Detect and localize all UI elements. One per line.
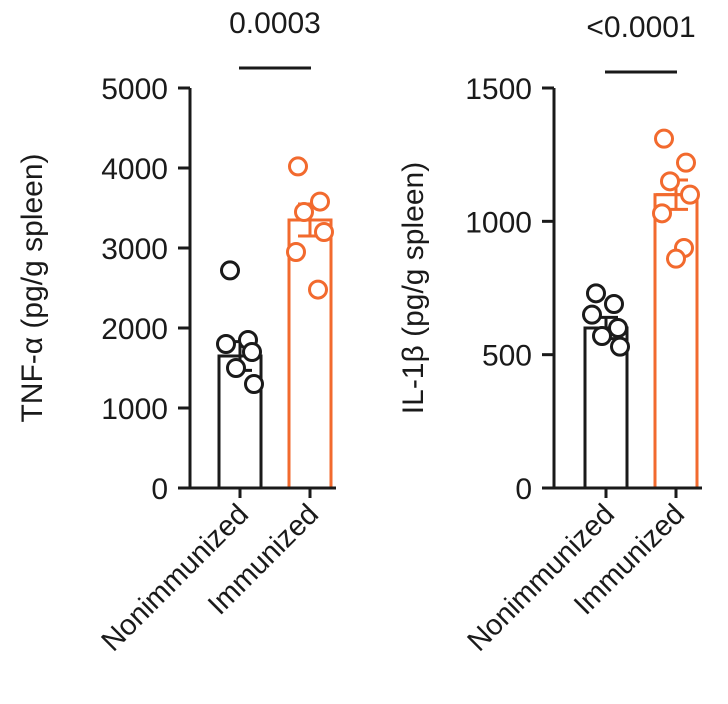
y-tick-label: 1000 — [465, 206, 532, 239]
data-point — [666, 248, 686, 269]
data-point — [676, 152, 696, 173]
data-point — [582, 304, 602, 325]
y-tick-label: 2000 — [101, 313, 168, 346]
y-tick-label: 0 — [515, 473, 532, 506]
y-tick-label: 3000 — [101, 233, 168, 266]
data-point — [586, 283, 606, 304]
p-value-label: <0.0001 — [586, 11, 695, 44]
y-tick-label: 1500 — [465, 73, 532, 106]
data-point — [592, 326, 612, 346]
data-point — [288, 156, 308, 177]
data-point — [652, 203, 672, 224]
chart-panel-1: 0 1000 2000 3000 4000 5000 TNF-α (pg/g spleen)… — [16, 7, 336, 658]
y-axis-label: IL-1β (pg/g spleen) — [397, 162, 430, 414]
data-point — [608, 318, 628, 338]
y-tick-label: 4000 — [101, 153, 168, 186]
data-point — [242, 342, 262, 362]
data-point — [216, 334, 236, 354]
data-point — [604, 294, 624, 314]
data-point — [680, 184, 700, 205]
y-tick-label: 5000 — [101, 73, 168, 106]
data-point — [294, 202, 314, 222]
data-point — [244, 374, 264, 394]
data-point — [310, 191, 330, 212]
y-tick-label: 1000 — [101, 393, 168, 426]
p-value-label: 0.0003 — [229, 7, 321, 40]
data-point — [220, 260, 240, 281]
y-axis-label: TNF-α (pg/g spleen) — [16, 153, 49, 422]
data-point — [286, 242, 306, 262]
y-tick-label: 500 — [482, 340, 532, 373]
data-point — [308, 279, 328, 300]
bar-immunized — [653, 193, 699, 490]
data-point — [610, 336, 630, 357]
data-point — [660, 171, 680, 192]
data-point — [654, 128, 674, 149]
data-point — [226, 358, 246, 378]
y-tick-label: 0 — [151, 473, 168, 506]
data-point — [314, 222, 334, 242]
